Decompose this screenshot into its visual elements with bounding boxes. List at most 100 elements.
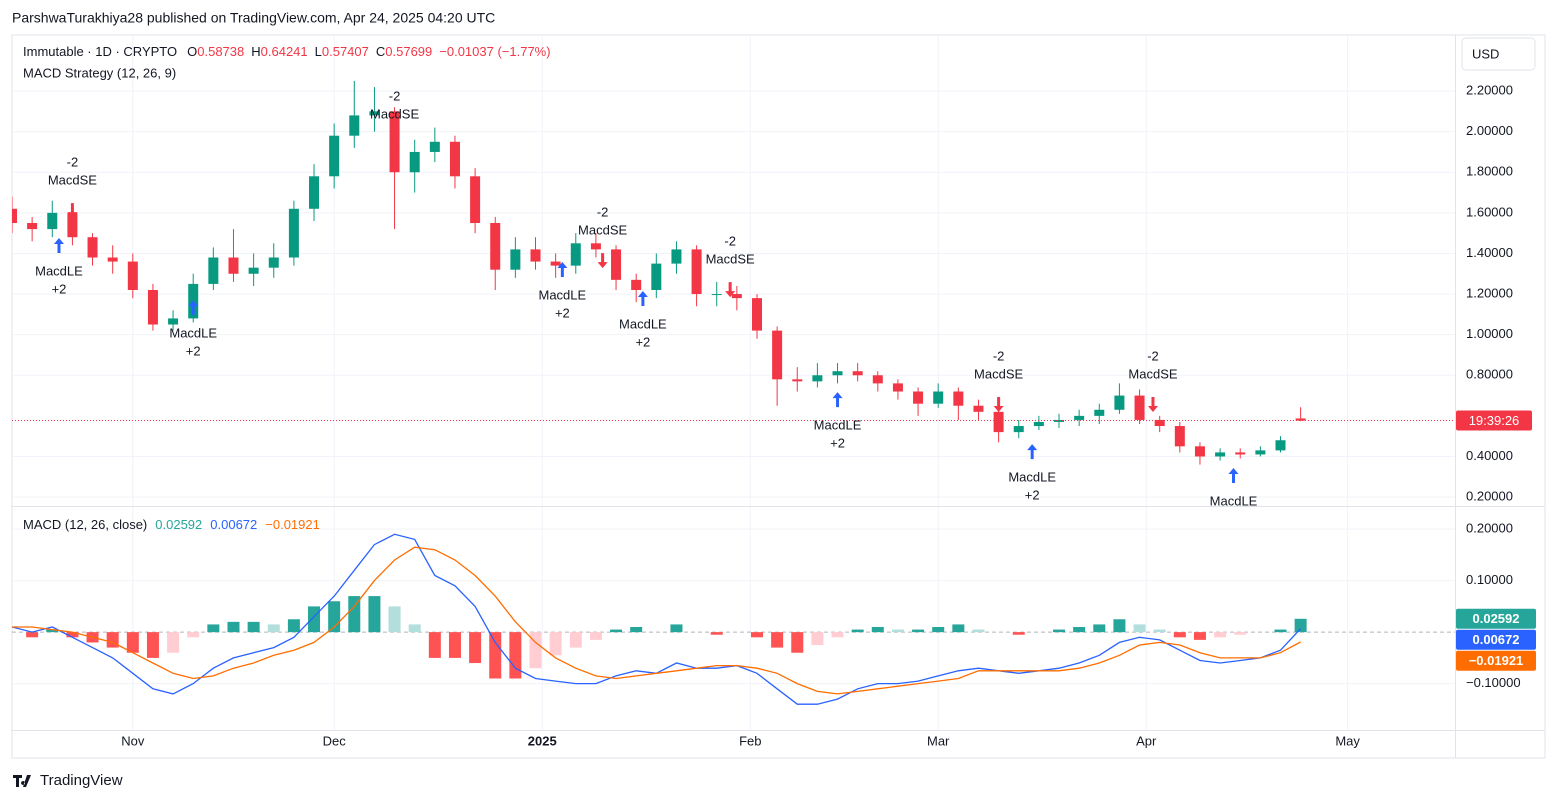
histogram-bar [1093, 624, 1106, 633]
candle-body [1194, 446, 1205, 457]
trade-signal: MacdLE +2 [1008, 444, 1056, 503]
candle-body [208, 257, 219, 284]
candle-body [228, 257, 239, 274]
candle-body [550, 261, 561, 266]
candle-body [671, 249, 682, 264]
signal-arrow [832, 392, 843, 408]
signal-qty: -2 [597, 205, 609, 220]
x-tick-label: 2025 [528, 733, 557, 748]
ohlc-value: 0.58738 [197, 44, 244, 59]
macd-line [12, 533, 1302, 705]
histogram-bar [871, 626, 884, 633]
currency-button[interactable] [1461, 37, 1536, 71]
candle-body [1215, 452, 1226, 457]
histogram-bar [610, 629, 623, 633]
candle-body [1295, 418, 1306, 421]
value-badge-label: −0.01921 [1469, 653, 1524, 668]
candle-body [570, 243, 581, 266]
x-tick-label: Dec [323, 733, 347, 748]
ohlc-key: L [315, 44, 322, 59]
histogram-bar [811, 632, 824, 646]
candle-body [973, 405, 984, 412]
macd-pane [12, 507, 1455, 730]
signal-arrow [1147, 397, 1158, 413]
histogram-bar [126, 632, 139, 653]
candle-body [449, 141, 460, 177]
histogram-bar [1133, 624, 1146, 633]
histogram-bar [750, 632, 763, 638]
histogram-bar [771, 632, 784, 648]
candle-body [832, 371, 843, 376]
histogram-bar [589, 632, 602, 640]
histogram-bar [952, 624, 965, 633]
histogram-bar [791, 632, 804, 653]
candle-body [1114, 395, 1125, 410]
histogram-bar [26, 632, 39, 638]
signal-label: MacdSE [48, 173, 97, 188]
currency[interactable]: USD [1472, 46, 1499, 61]
histogram-bar [912, 629, 925, 633]
histogram-bar [972, 629, 985, 633]
trade-signal: -2 MacdSE [48, 155, 97, 219]
signal-label: MacdLE [539, 287, 587, 302]
ohlc-value: 0.57407 [322, 44, 369, 59]
signal-arrow [389, 136, 400, 152]
histogram-bar [1153, 629, 1166, 633]
histogram-bar [267, 624, 280, 633]
histogram-bar [1012, 632, 1025, 635]
candle-body [852, 371, 863, 376]
legend-value: 0.00672 [210, 517, 257, 532]
signal-qty: -2 [993, 348, 1005, 363]
legend-value: 0.02592 [155, 517, 202, 532]
histogram-bar [348, 596, 361, 633]
ohlc-value: 0.64241 [261, 44, 308, 59]
signal-line [12, 546, 1301, 695]
candle-body [1033, 421, 1044, 427]
histogram-bar [1214, 632, 1227, 638]
axes: Nov Dec 2025 Feb Mar Apr May 0.20000 0.40000 0.80… [121, 82, 1536, 748]
value-badge [1456, 608, 1536, 629]
candle-body [792, 379, 803, 382]
histogram-bar [469, 632, 482, 664]
signal-arrow [725, 282, 736, 298]
candle-body [1174, 426, 1185, 447]
candle-body [1134, 395, 1145, 420]
trade-signal: -2 MacdSE [1128, 348, 1178, 413]
macd-title: MACD (12, 26, close) [23, 517, 147, 532]
signal-label: MacdLE [1210, 493, 1258, 508]
candle-body [349, 115, 360, 136]
chart-frame [11, 34, 1546, 759]
histogram-bar [1234, 632, 1247, 635]
candle-body [288, 208, 299, 258]
histogram-bar [851, 629, 864, 633]
histogram-bar [549, 632, 562, 656]
trade-signal: MacdLE [1210, 468, 1258, 508]
publish-info: ParshwaTurakhiya28 published on TradingV… [12, 10, 495, 26]
histogram-bar [1274, 629, 1287, 633]
signal-label: MacdLE [35, 263, 83, 278]
candle-body [731, 294, 742, 299]
candle-body [1154, 419, 1165, 427]
candle-body [1094, 409, 1105, 416]
signal-qty: -2 [389, 88, 401, 103]
histogram-bar [448, 632, 461, 658]
histogram-bar [1053, 629, 1066, 633]
symbol: Immutable · 1D · CRYPTO [23, 44, 177, 59]
candle-body [892, 383, 903, 392]
y-tick-label: 0.80000 [1466, 367, 1513, 382]
candle-body [409, 151, 420, 173]
candle-body [490, 223, 501, 270]
value-badge [1456, 650, 1536, 671]
signal-label: MacdSE [974, 366, 1023, 381]
signal-qty: +2 [555, 305, 570, 320]
trade-signal: MacdLE +2 [35, 238, 83, 296]
signal-label: MacdLE [814, 418, 862, 433]
ohlc-key: C [376, 44, 385, 59]
candle-body [12, 208, 17, 223]
x-tick-label: Mar [927, 733, 950, 748]
y-tick-label: 1.40000 [1466, 245, 1513, 260]
countdown-badge [1456, 410, 1532, 431]
candle-body [429, 141, 440, 152]
trade-signal: -2 MacdSE [370, 88, 419, 152]
